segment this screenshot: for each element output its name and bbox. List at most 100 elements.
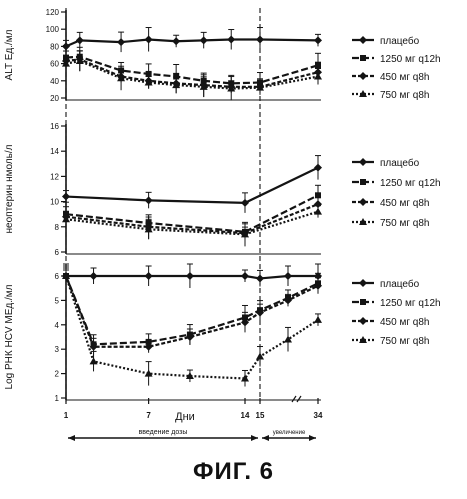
y-tick-label: 40	[50, 77, 59, 86]
phase-arrow-head-left	[68, 435, 75, 441]
x-axis-label: Дни	[175, 411, 195, 423]
data-point	[227, 35, 236, 44]
data-point	[256, 35, 264, 44]
data-point	[256, 274, 264, 283]
y-tick-label: 6	[55, 272, 60, 281]
x-tick-label: 14	[241, 411, 250, 420]
y-tick-label: 100	[46, 25, 60, 34]
data-point	[144, 225, 153, 233]
legend-marker	[359, 279, 367, 287]
data-point	[172, 37, 181, 46]
data-point	[117, 74, 126, 82]
data-point	[75, 36, 84, 45]
legend-marker	[359, 336, 367, 343]
panel-3: 1 2 3 4 5 6 Log РНК HCV МЕд./мл плацебо 1250 мг …	[4, 263, 441, 403]
legend-label: 1250 мг q12h	[380, 178, 441, 189]
data-point	[89, 357, 98, 365]
legend-label: 450 мг q8h	[380, 72, 429, 83]
x-tick-label: 15	[256, 411, 265, 420]
panel-2: 6 8 10 12 14 16 неоптерин нмоль/л плацебо 1250 м…	[4, 122, 441, 257]
y-tick-label: 2	[55, 370, 60, 379]
phase-arrow-head-left	[262, 435, 269, 441]
data-point	[256, 83, 264, 91]
data-point	[314, 207, 322, 215]
data-point	[241, 198, 249, 207]
data-point	[89, 272, 98, 280]
legend-label: плацебо	[380, 278, 420, 290]
y-tick-label: 6	[55, 248, 60, 257]
legend-label: 450 мг q8h	[380, 198, 429, 209]
phase-arrow-head-right	[251, 435, 258, 441]
y-tick-label: 80	[50, 42, 59, 51]
data-point	[284, 296, 292, 305]
data-point	[315, 192, 321, 199]
data-point	[314, 281, 322, 290]
data-point	[144, 272, 153, 280]
y-tick-label: 12	[50, 172, 59, 181]
y-tick-label: 5	[55, 296, 60, 305]
legend-label: плацебо	[380, 157, 420, 169]
legend-marker	[360, 179, 366, 185]
data-point	[241, 374, 249, 382]
y-tick-label: 1	[55, 394, 60, 403]
data-point	[241, 230, 249, 238]
legend-marker	[359, 317, 367, 325]
data-point	[241, 272, 249, 280]
y-axis-label: ALT Ед./мл	[4, 29, 15, 80]
y-tick-label: 4	[55, 321, 60, 330]
data-point	[144, 78, 153, 86]
legend-label: 750 мг q8h	[380, 90, 429, 101]
y-tick-label: 60	[50, 60, 59, 69]
data-point	[117, 38, 126, 47]
data-point	[199, 82, 208, 90]
x-tick-label: 7	[146, 411, 151, 420]
data-point	[314, 72, 322, 80]
data-point	[144, 342, 153, 351]
series-line-4	[65, 210, 319, 236]
data-point	[172, 81, 181, 89]
phase-label: увеличение	[273, 430, 306, 436]
y-axis-label: неоптерин нмоль/л	[4, 144, 15, 233]
data-point	[284, 335, 292, 343]
phase-label: введение дозы	[139, 429, 188, 436]
y-tick-label: 8	[55, 223, 60, 232]
series-line-1	[65, 166, 319, 204]
data-point	[284, 272, 292, 280]
y-tick-label: 20	[50, 94, 59, 103]
series-line-2	[64, 275, 319, 346]
series-line-1	[66, 274, 318, 280]
legend-marker	[359, 158, 367, 166]
panel-1: 20 40 60 80 100 120 ALT Ед./мл плацебо 1250 мг q…	[4, 8, 441, 103]
data-point	[89, 342, 98, 351]
data-point	[314, 36, 322, 45]
data-point	[241, 318, 249, 327]
series-line-1	[65, 38, 319, 48]
data-point	[185, 272, 194, 280]
y-axis-label: Log РНК HCV МЕд./мл	[4, 284, 15, 389]
legend-label: 1250 мг q12h	[380, 54, 441, 65]
series-line-4	[64, 275, 319, 380]
legend-marker	[359, 36, 367, 44]
data-point	[185, 372, 194, 380]
y-tick-label: 120	[46, 8, 60, 17]
legend-label: плацебо	[380, 35, 420, 47]
data-point	[144, 196, 153, 205]
legend-label: 1250 мг q12h	[380, 298, 441, 309]
data-point	[227, 84, 236, 92]
y-tick-label: 14	[50, 147, 59, 156]
y-tick-label: 10	[50, 198, 59, 207]
figure-title: ФИГ. 6	[192, 458, 275, 485]
series-line-3	[65, 58, 319, 88]
legend-marker	[359, 198, 367, 206]
legend-marker	[359, 218, 367, 225]
legend-marker	[359, 72, 367, 80]
data-point	[185, 333, 194, 341]
data-point	[75, 57, 84, 65]
data-point	[314, 315, 322, 323]
legend-label: 450 мг q8h	[380, 317, 429, 328]
legend-label: 750 мг q8h	[380, 336, 429, 347]
series-line-2	[65, 194, 319, 233]
x-tick-label: 1	[64, 411, 69, 420]
series-line-3	[65, 203, 319, 235]
